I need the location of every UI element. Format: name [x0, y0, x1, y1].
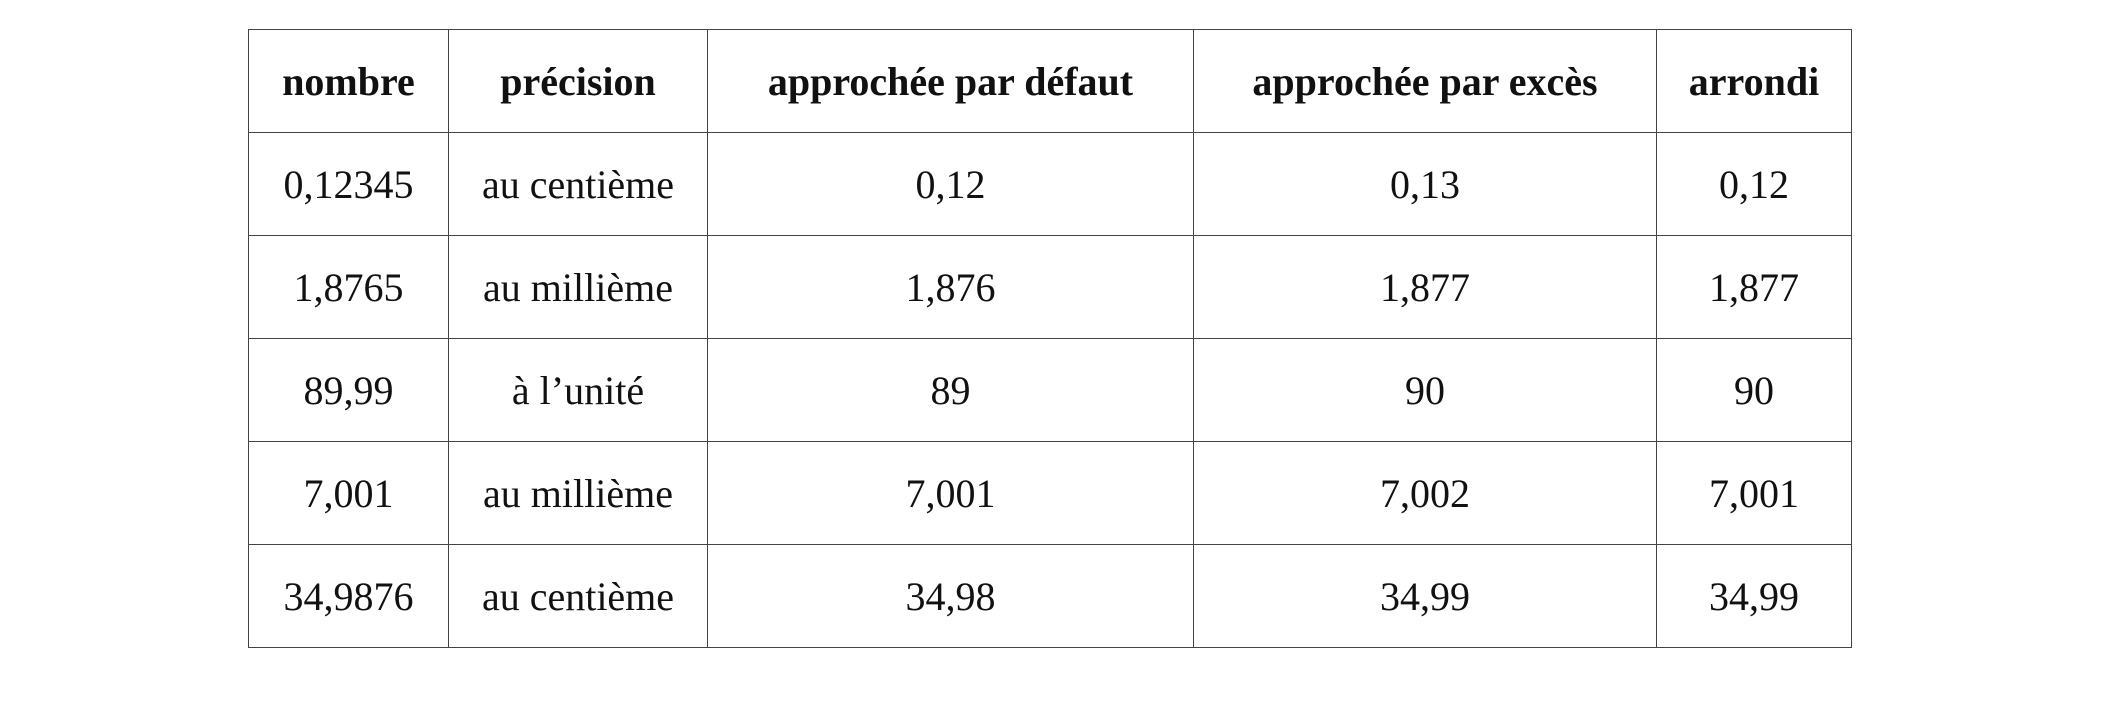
cell-nombre: 34,9876 — [248, 544, 449, 648]
cell-approchee-exces: 90 — [1193, 338, 1657, 442]
cell-approchee-exces: 34,99 — [1193, 544, 1657, 648]
cell-precision: à l’unité — [448, 338, 708, 442]
cell-nombre: 1,8765 — [248, 235, 449, 339]
header-approchee-defaut: approchée par défaut — [707, 29, 1194, 133]
cell-arrondi: 7,001 — [1656, 441, 1852, 545]
cell-approchee-exces: 0,13 — [1193, 132, 1657, 236]
cell-nombre: 7,001 — [248, 441, 449, 545]
cell-nombre: 0,12345 — [248, 132, 449, 236]
cell-arrondi: 90 — [1656, 338, 1852, 442]
header-arrondi: arrondi — [1656, 29, 1852, 133]
cell-approchee-defaut: 7,001 — [707, 441, 1194, 545]
cell-nombre: 89,99 — [248, 338, 449, 442]
cell-arrondi: 0,12 — [1656, 132, 1852, 236]
header-row: nombre précision approchée par défaut ap… — [248, 29, 1852, 133]
header-approchee-exces: approchée par excès — [1193, 29, 1657, 133]
table-row: 1,8765 au millième 1,876 1,877 1,877 — [248, 235, 1852, 339]
table-row: 34,9876 au centième 34,98 34,99 34,99 — [248, 544, 1852, 648]
cell-precision: au millième — [448, 235, 708, 339]
cell-approchee-exces: 7,002 — [1193, 441, 1657, 545]
header-nombre: nombre — [248, 29, 449, 133]
cell-approchee-exces: 1,877 — [1193, 235, 1657, 339]
cell-arrondi: 1,877 — [1656, 235, 1852, 339]
rounding-table: nombre précision approchée par défaut ap… — [248, 29, 1852, 648]
cell-approchee-defaut: 0,12 — [707, 132, 1194, 236]
cell-approchee-defaut: 89 — [707, 338, 1194, 442]
cell-approchee-defaut: 34,98 — [707, 544, 1194, 648]
table-row: 89,99 à l’unité 89 90 90 — [248, 338, 1852, 442]
cell-precision: au centième — [448, 544, 708, 648]
header-precision: précision — [448, 29, 708, 133]
table-row: 7,001 au millième 7,001 7,002 7,001 — [248, 441, 1852, 545]
cell-approchee-defaut: 1,876 — [707, 235, 1194, 339]
cell-precision: au centième — [448, 132, 708, 236]
cell-arrondi: 34,99 — [1656, 544, 1852, 648]
table-row: 0,12345 au centième 0,12 0,13 0,12 — [248, 132, 1852, 236]
cell-precision: au millième — [448, 441, 708, 545]
